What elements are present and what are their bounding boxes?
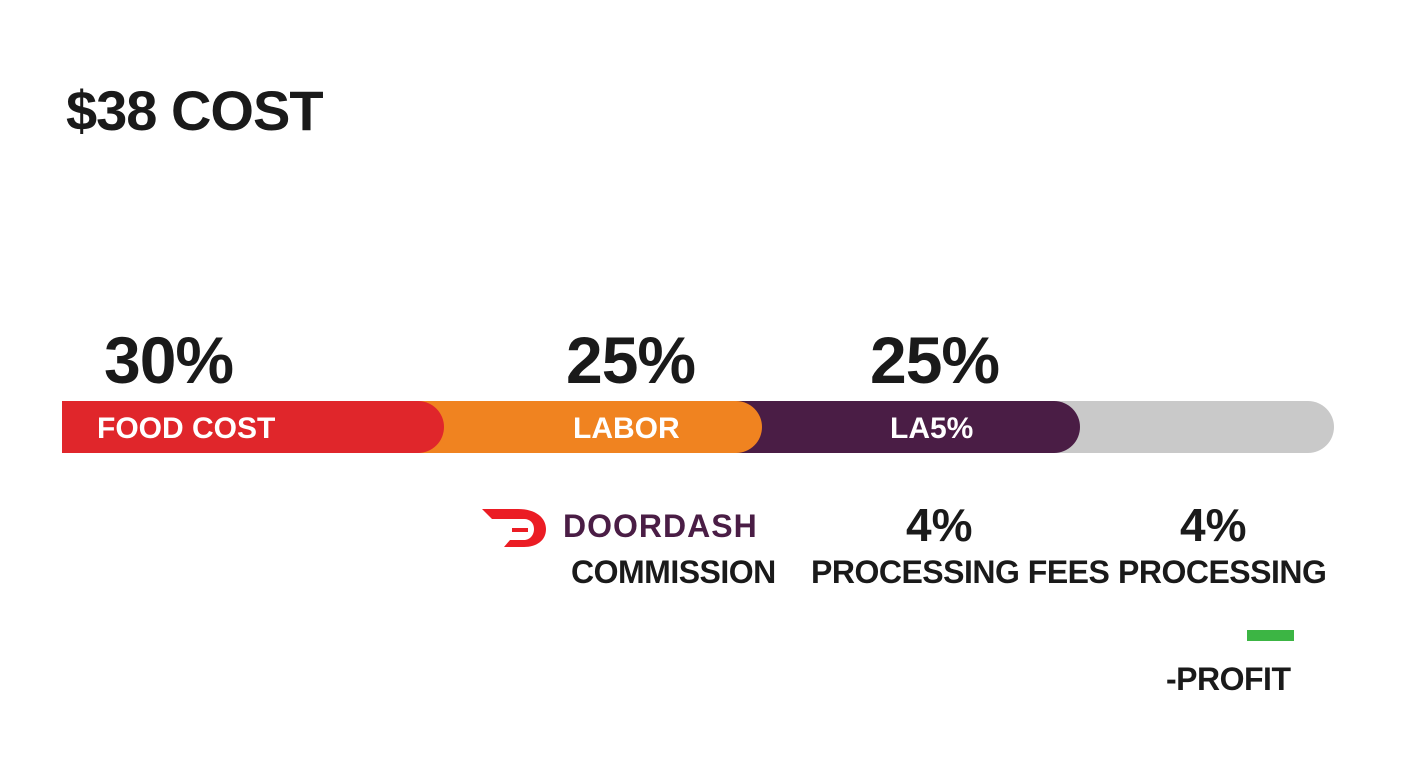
stacked-bar (62, 401, 1334, 453)
bar-segment-la5 (735, 401, 1080, 453)
processing-fees-percent: 4% (906, 499, 973, 551)
la5-percent: 25% (870, 323, 1000, 397)
food-cost-label: FOOD COST (97, 412, 276, 445)
food-cost-percent: 30% (104, 323, 234, 397)
bar-segment-food-cost (62, 401, 444, 453)
doordash-logo-icon (482, 509, 546, 547)
profit-label: -PROFIT (1166, 661, 1291, 697)
la5-label: LA5% (890, 412, 974, 445)
profit-marker (1247, 630, 1294, 641)
labor-percent: 25% (566, 323, 696, 397)
processing-percent: 4% (1180, 499, 1247, 551)
doordash-brand-text: DOORDASH (563, 508, 758, 544)
commission-label: COMMISSION (571, 554, 776, 590)
processing-fees-label: PROCESSING FEES (811, 554, 1110, 590)
chart-title: $38 COST (66, 79, 324, 142)
processing-label: PROCESSING (1118, 554, 1327, 590)
bar-segment-remainder (1053, 401, 1334, 453)
bar-segment-labor (417, 401, 762, 453)
labor-label: LABOR (573, 412, 680, 445)
